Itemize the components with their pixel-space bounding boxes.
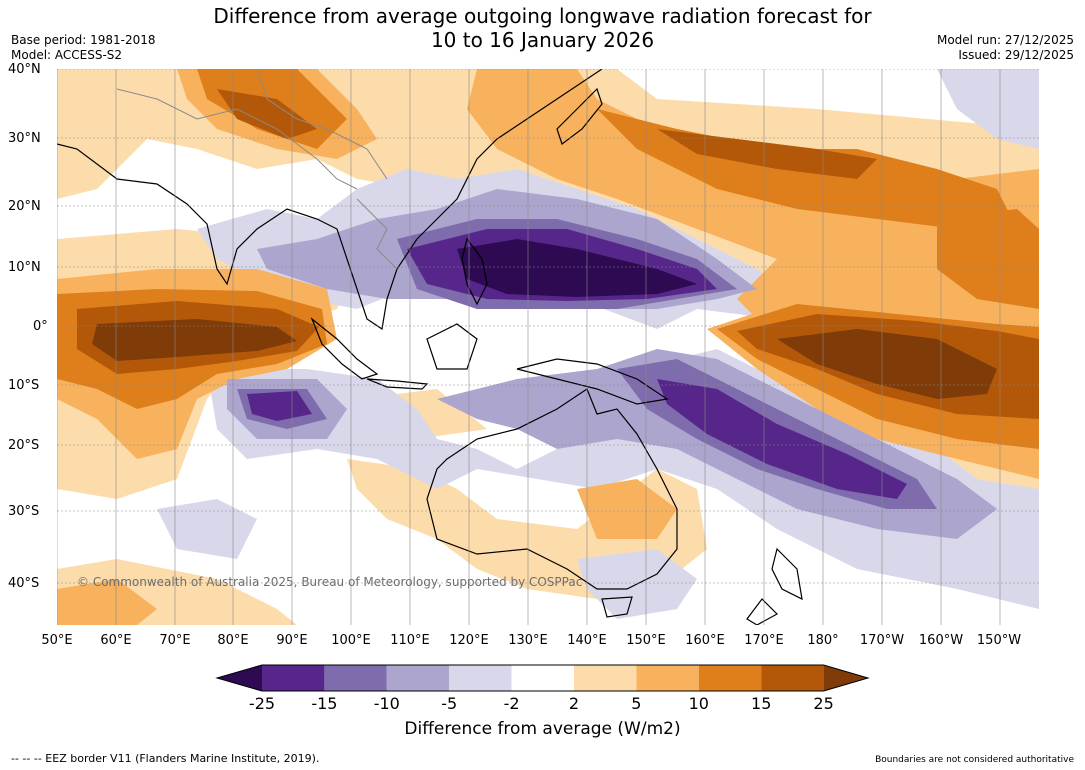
coast-java [366,378,429,390]
lat-label: 20°S [8,438,40,453]
colorbar-swatch [823,665,868,691]
lon-label: 100°E [331,633,371,648]
coast-borneo [426,323,478,370]
coast-philippines [461,237,488,306]
lon-label: 70°E [159,633,191,648]
colorbar-swatch [636,665,699,691]
colorbar-swatch [449,665,512,691]
lon-label: 140°E [567,633,607,648]
olr-anomaly-map [57,69,1039,625]
lon-label: 180° [807,633,839,648]
lon-label: 120°E [449,633,489,648]
coast-australia [426,388,678,590]
eez-legend: -- -- -- EEZ border V11 (Flanders Marine… [11,752,320,765]
anomaly-fill-negative-extreme [457,239,697,297]
colorbar-swatch [761,665,824,691]
lat-label: 10°N [8,260,41,275]
lat-label: 40°N [8,62,41,77]
colorbar-swatch [698,665,762,691]
coast-new-guinea [516,358,669,405]
colorbar-tick: -5 [441,694,458,713]
colorbar-tick: -2 [503,694,520,713]
colorbar-label: Difference from average (W/m2) [404,719,681,739]
coast-new-zealand [771,547,803,601]
lon-label: 170°E [744,633,784,648]
lon-label: 150°E [626,633,666,648]
copyright-notice: © Commonwealth of Australia 2025, Bureau… [77,575,583,589]
lat-label: 10°S [8,378,40,393]
model-name: Model: ACCESS-S2 [11,48,123,62]
lon-label: 130°E [508,633,548,648]
colorbar-tick: 10 [688,694,709,713]
title-line-2: 10 to 16 January 2026 [430,28,655,52]
colorbar-swatch [217,665,262,691]
colorbar-swatch [324,665,387,691]
model-run: Model run: 27/12/2025 [936,33,1074,47]
coast-asia [57,69,603,331]
coast-tasmania [601,596,633,618]
base-period: Base period: 1981-2018 [11,33,156,47]
lon-label: 110°E [390,633,430,648]
colorbar-tick: -25 [248,694,276,713]
colorbar-tick: -10 [373,694,400,713]
chart-title: Difference from average outgoing longwav… [0,4,1085,52]
colorbar-tick: 15 [751,694,772,713]
colorbar [215,664,870,692]
colorbar-outline [215,664,870,692]
coast-sumatra [310,317,379,380]
lon-label: 80°E [217,633,249,648]
coast-japan [556,87,603,145]
lon-label: 160°E [685,633,725,648]
lon-label: 50°E [41,633,73,648]
lat-label: 40°S [8,576,40,591]
lon-label: 90°E [276,633,308,648]
meta-right: Model run: 27/12/2025 Issued: 29/12/2025 [937,33,1074,63]
coastlines [57,69,803,625]
colorbar-tick: 5 [631,694,642,713]
lat-label: 30°N [8,131,41,146]
lat-label: 20°N [8,199,41,214]
colorbar-swatch [386,665,450,691]
lon-label: 170°W [859,633,905,648]
lon-label: 60°E [100,633,132,648]
lat-label: 30°S [8,504,40,519]
country-boundaries [116,69,398,270]
boundary-disclaimer: Boundaries are not considered authoritat… [875,755,1074,765]
colorbar-swatch [262,665,325,691]
colorbar-tick: 2 [568,694,580,713]
anomaly-fill-positive-extreme [92,319,997,399]
meta-left: Base period: 1981-2018 Model: ACCESS-S2 [11,33,156,63]
colorbar-tick: -15 [311,694,338,713]
title-line-1: Difference from average outgoing longwav… [213,4,872,28]
colorbar-swatch [574,665,637,691]
meridians [57,69,1001,625]
lon-label: 160°W [918,633,964,648]
issued-date: Issued: 29/12/2025 [958,48,1074,62]
colorbar-swatch [511,665,574,691]
lon-label: 150°W [976,633,1022,648]
colorbar-tick: 25 [813,694,834,713]
lat-label: 0° [33,319,48,334]
